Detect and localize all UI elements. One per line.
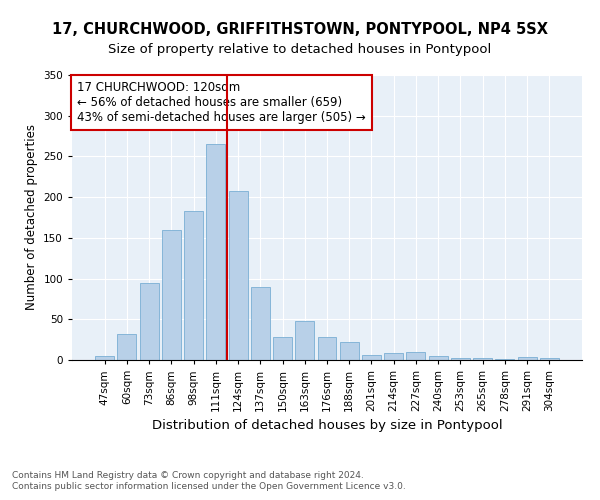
Text: 17 CHURCHWOOD: 120sqm
← 56% of detached houses are smaller (659)
43% of semi-det: 17 CHURCHWOOD: 120sqm ← 56% of detached … [77,80,366,124]
Bar [184,211,203,360]
Bar [362,355,381,360]
Bar [162,230,181,360]
Text: Contains public sector information licensed under the Open Government Licence v3: Contains public sector information licen… [12,482,406,491]
Bar [206,144,225,360]
Bar [95,356,114,360]
Bar [340,342,359,360]
Bar [118,334,136,360]
Bar [473,358,492,360]
X-axis label: Distribution of detached houses by size in Pontypool: Distribution of detached houses by size … [152,420,502,432]
Bar [251,286,270,360]
Text: Size of property relative to detached houses in Pontypool: Size of property relative to detached ho… [109,42,491,56]
Bar [295,321,314,360]
Text: 17, CHURCHWOOD, GRIFFITHSTOWN, PONTYPOOL, NP4 5SX: 17, CHURCHWOOD, GRIFFITHSTOWN, PONTYPOOL… [52,22,548,38]
Bar [384,354,403,360]
Bar [229,190,248,360]
Bar [140,282,158,360]
Bar [273,337,292,360]
Bar [317,337,337,360]
Bar [540,358,559,360]
Bar [496,359,514,360]
Bar [429,356,448,360]
Bar [451,358,470,360]
Bar [406,352,425,360]
Text: Contains HM Land Registry data © Crown copyright and database right 2024.: Contains HM Land Registry data © Crown c… [12,470,364,480]
Y-axis label: Number of detached properties: Number of detached properties [25,124,38,310]
Bar [518,356,536,360]
